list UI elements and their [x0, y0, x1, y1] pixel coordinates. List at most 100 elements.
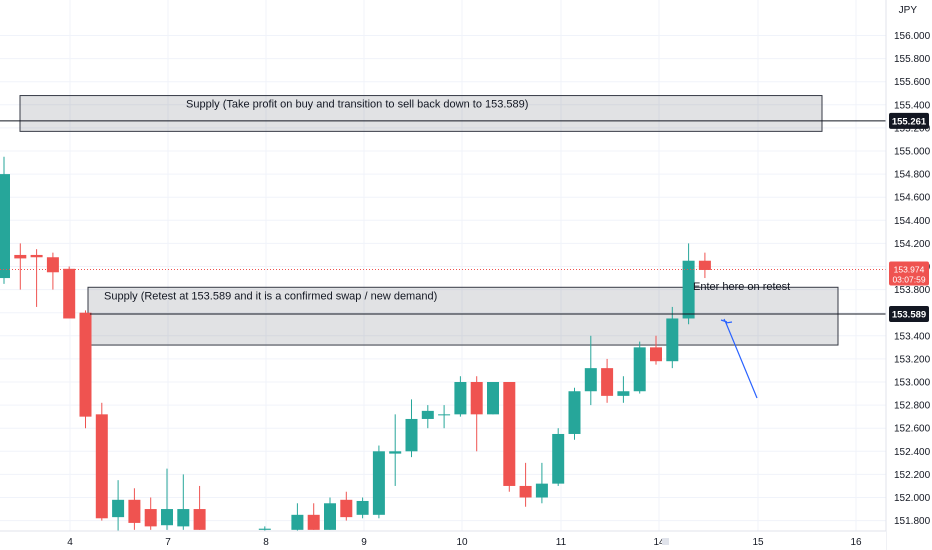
candle-body	[552, 433, 565, 484]
price-tick: 154.800	[894, 170, 931, 181]
candle-body	[128, 499, 141, 523]
candle-body	[0, 174, 10, 279]
time-tick: 8	[263, 537, 269, 548]
candle	[128, 488, 141, 530]
zones-layer: Supply (Take profit on buy and transitio…	[19, 95, 839, 346]
candle	[601, 358, 614, 403]
candle	[0, 156, 10, 284]
candle-body	[14, 254, 27, 259]
current-price-badge[interactable]	[889, 261, 929, 286]
candle	[405, 399, 418, 458]
candle-body	[258, 528, 271, 530]
candle	[372, 445, 385, 519]
candle	[95, 402, 108, 521]
candle	[503, 382, 516, 492]
lower-price-badge-text: 153.589	[892, 309, 926, 320]
candle	[584, 335, 597, 406]
candle	[617, 376, 630, 403]
annotations-layer: Enter here on retest	[693, 281, 790, 399]
candle	[161, 468, 173, 530]
time-tick: 10	[456, 537, 468, 548]
entry-arrow-line	[725, 322, 758, 399]
candle-body	[454, 382, 467, 415]
upper-price-badge[interactable]	[889, 112, 929, 129]
candle-body	[193, 509, 206, 530]
candle-body	[503, 382, 516, 486]
price-tick: 155.800	[894, 54, 931, 65]
chart-grid	[0, 0, 886, 531]
price-tick: 154.400	[894, 216, 931, 227]
candle-body	[487, 382, 499, 415]
lower-price-badge[interactable]	[889, 305, 929, 322]
candle-body	[63, 268, 76, 319]
price-tick: 152.400	[894, 447, 931, 458]
candle	[487, 382, 499, 415]
candle	[535, 462, 548, 504]
candle-body	[177, 509, 190, 527]
current-price-text: 153.974	[894, 265, 925, 275]
candle-body	[307, 514, 320, 530]
candle	[79, 310, 92, 429]
price-tick: 152.200	[894, 470, 931, 481]
candle-body	[650, 347, 662, 362]
price-axis[interactable]: JPY156.000155.800155.600155.400155.20015…	[885, 0, 932, 550]
time-axis[interactable]: 4 7 8 9 10 11 14 15 16	[0, 530, 886, 550]
candle-body	[666, 318, 679, 362]
time-tick: 16	[850, 537, 862, 548]
price-tick: 155.000	[894, 147, 931, 158]
candle-body	[30, 254, 43, 258]
zone-label-2: Supply (Retest at 153.589 and it is a co…	[104, 290, 437, 302]
candle	[112, 480, 125, 533]
candle-body	[633, 347, 646, 392]
price-tick: 154.600	[894, 193, 931, 204]
candle	[144, 497, 157, 530]
price-tick: 152.600	[894, 424, 931, 435]
candle-body	[340, 499, 353, 518]
price-tick: 155.400	[894, 100, 931, 111]
price-tick: 153.800	[894, 285, 931, 296]
price-tick: 153.200	[894, 354, 931, 365]
upper-price-badge-text: 155.261	[892, 116, 927, 127]
candle	[193, 485, 206, 530]
price-tick: 155.600	[894, 77, 931, 88]
candle-body	[698, 260, 711, 270]
entry-arrow-head	[720, 318, 733, 324]
zone-box-2[interactable]	[87, 286, 839, 346]
time-axis-marker	[662, 538, 669, 545]
time-tick: 9	[361, 537, 367, 548]
candle-body	[161, 509, 173, 526]
candle-body	[568, 391, 581, 434]
candle-body	[421, 410, 434, 419]
candle	[568, 387, 581, 440]
candle-body	[389, 451, 402, 454]
candle-body	[617, 391, 630, 396]
candle-body	[372, 451, 385, 515]
price-lines-layer	[0, 120, 886, 315]
countdown-text: 03:07:59	[892, 275, 925, 285]
price-tick: 153.400	[894, 331, 931, 342]
time-tick: 7	[165, 537, 171, 548]
candle	[650, 335, 662, 365]
candle	[682, 243, 695, 325]
candle-body	[95, 414, 108, 519]
candle	[340, 491, 353, 521]
price-tick: 153.000	[894, 378, 931, 389]
candle-body	[535, 483, 548, 498]
candle	[63, 266, 76, 319]
candles-layer	[0, 156, 711, 535]
candle-body	[405, 418, 418, 452]
candle	[307, 503, 320, 530]
candle-body	[584, 368, 597, 392]
candle-body	[144, 509, 157, 527]
candle	[421, 405, 434, 429]
zone-box-1[interactable]	[19, 95, 823, 132]
time-axis-bg	[0, 531, 886, 550]
currency-label: JPY	[899, 5, 918, 16]
time-tick: 14	[653, 537, 665, 548]
candle	[519, 462, 532, 507]
candle	[470, 376, 483, 452]
candle	[356, 497, 369, 519]
candle-body	[46, 257, 59, 273]
candle-body	[112, 499, 125, 518]
